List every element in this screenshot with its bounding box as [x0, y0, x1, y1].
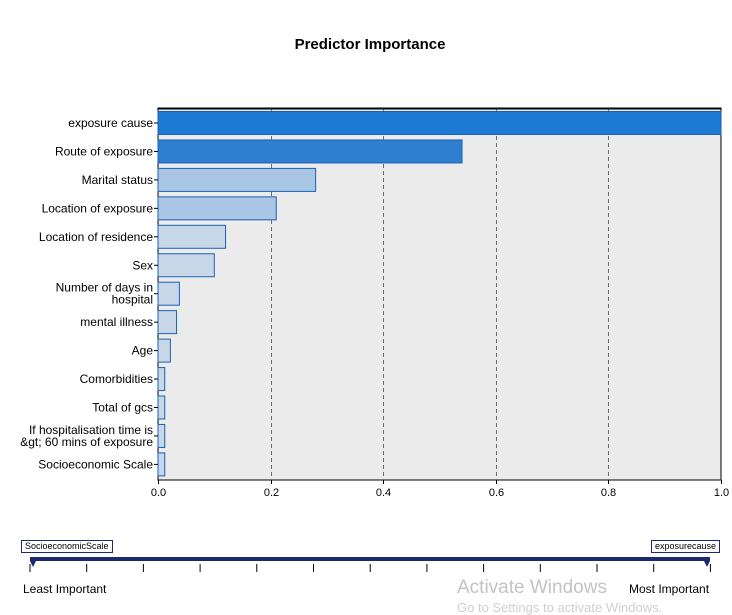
bar	[157, 281, 180, 306]
bar	[157, 196, 277, 221]
category-label: Comorbidities	[80, 372, 153, 386]
slider-left-arrow	[30, 561, 36, 567]
x-tick-label: 0.4	[376, 487, 391, 499]
bar	[157, 395, 166, 420]
activate-windows-title: Activate Windows	[457, 577, 607, 598]
x-tick-label: 1.0	[714, 487, 729, 499]
slider-left-handle[interactable]: SocioeconomicScale	[21, 540, 113, 553]
category-label-line: Number of days in	[56, 281, 153, 295]
category-label: Total of gcs	[92, 401, 153, 415]
category-label-line: If hospitalisation time is	[29, 423, 153, 437]
category-label: If hospitalisation time is &gt; 60 mins o…	[20, 423, 153, 449]
bar	[157, 423, 166, 448]
category-label: Age	[132, 344, 154, 358]
category-label: exposure cause	[68, 116, 153, 130]
category-label: Sex	[132, 258, 153, 272]
bar	[157, 452, 166, 477]
bar	[157, 111, 722, 135]
category-label: Route of exposure	[55, 144, 153, 158]
chart-title: Predictor Importance	[295, 36, 446, 53]
bar	[157, 139, 463, 164]
most-important-label: Most Important	[629, 582, 710, 596]
category-label: Number of days in hospital	[56, 281, 153, 307]
importance-slider-track[interactable]	[29, 557, 711, 572]
slider-right-arrow	[704, 561, 710, 567]
plot-area: 0.0 0.2 0.4 0.6 0.8 1.0 exposure cause Route of…	[20, 107, 729, 499]
category-label: Socioeconomic Scale	[38, 457, 153, 471]
x-tick-label: 0.2	[264, 487, 279, 499]
x-tick-label: 0.0	[151, 487, 166, 499]
bar	[157, 367, 166, 392]
category-label-line: &gt; 60 mins of exposure	[20, 435, 153, 449]
least-important-label: Least Important	[23, 582, 107, 596]
category-label: Marital status	[82, 173, 153, 187]
x-tick-label: 0.6	[489, 487, 504, 499]
slider-right-handle[interactable]: exposurecause	[650, 540, 720, 553]
bar	[157, 253, 215, 278]
bar	[157, 224, 227, 249]
slider-track-bar	[30, 557, 710, 561]
bar	[157, 167, 317, 192]
category-label-line: hospital	[112, 293, 153, 307]
category-label: Location of exposure	[42, 201, 154, 215]
bar	[157, 338, 171, 363]
category-label: mental illness	[80, 315, 153, 329]
bar	[157, 310, 178, 335]
category-label: Location of residence	[39, 230, 153, 244]
x-tick-label: 0.8	[601, 487, 616, 499]
plot-background	[157, 107, 722, 481]
